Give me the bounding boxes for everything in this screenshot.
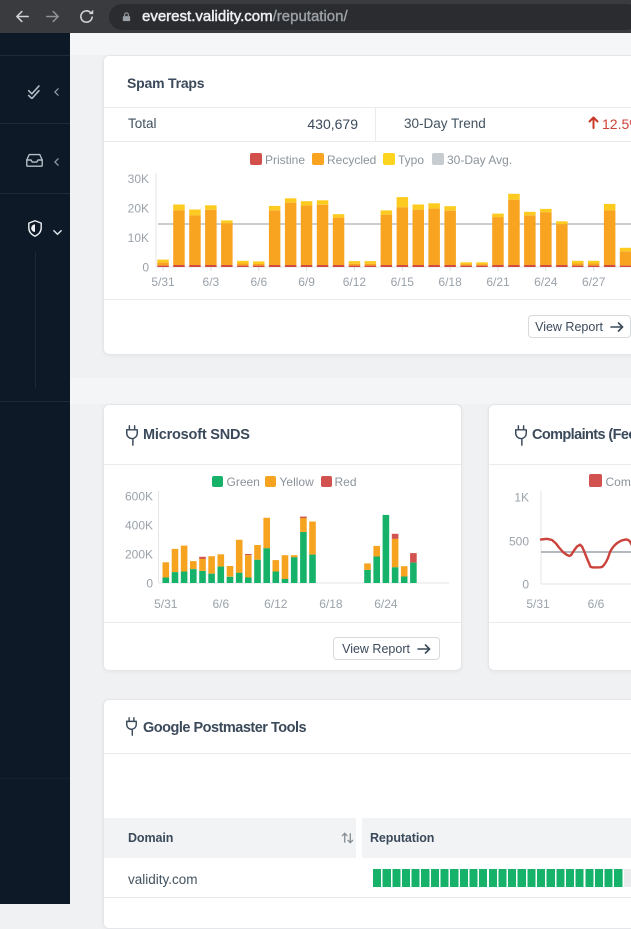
svg-text:5/31: 5/31 [526, 597, 550, 611]
svg-text:6/24: 6/24 [374, 597, 398, 611]
svg-text:6/6: 6/6 [250, 275, 267, 289]
svg-text:6/15: 6/15 [391, 275, 415, 289]
svg-text:0: 0 [146, 577, 153, 591]
svg-text:30K: 30K [128, 172, 149, 186]
svg-text:20K: 20K [128, 202, 149, 216]
svg-text:5/31: 5/31 [151, 275, 175, 289]
svg-text:6/6: 6/6 [588, 597, 605, 611]
svg-text:0: 0 [522, 578, 529, 592]
svg-text:6/12: 6/12 [264, 597, 288, 611]
svg-text:6/6: 6/6 [212, 597, 229, 611]
svg-text:6/21: 6/21 [486, 275, 510, 289]
svg-text:0: 0 [142, 261, 149, 275]
svg-text:6/9: 6/9 [298, 275, 315, 289]
svg-text:6/12: 6/12 [343, 275, 367, 289]
svg-text:6/18: 6/18 [438, 275, 462, 289]
svg-text:6/24: 6/24 [534, 275, 558, 289]
svg-text:6/27: 6/27 [582, 275, 606, 289]
svg-text:5/31: 5/31 [154, 597, 178, 611]
svg-text:200K: 200K [125, 548, 153, 562]
svg-text:1K: 1K [514, 491, 529, 505]
svg-text:6/3: 6/3 [203, 275, 220, 289]
svg-text:500: 500 [509, 535, 529, 549]
svg-text:400K: 400K [125, 519, 153, 533]
svg-text:10K: 10K [128, 231, 149, 245]
svg-text:600K: 600K [125, 490, 153, 504]
svg-text:6/18: 6/18 [319, 597, 343, 611]
